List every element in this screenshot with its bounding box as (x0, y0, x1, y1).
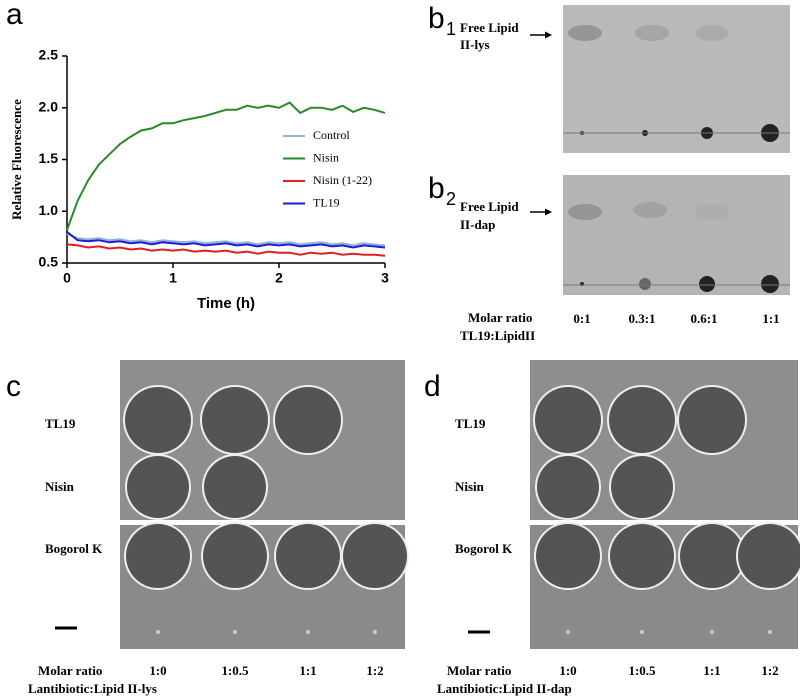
tlc-label: II-dap (460, 217, 495, 232)
spot (306, 630, 310, 634)
x-axis-label: Time (h) (197, 295, 255, 312)
x-tick-label: 0 (63, 270, 71, 286)
zone (680, 524, 744, 588)
series-line (66, 233, 386, 247)
row-label: Nisin (45, 479, 75, 494)
zone (204, 456, 266, 518)
y-tick-label: 2.0 (39, 98, 59, 114)
arrow-head (545, 31, 552, 39)
ratio-label: 1:2 (761, 663, 778, 678)
ratio-label: 1:0.5 (628, 663, 656, 678)
panel-label: c (6, 370, 21, 403)
y-tick-label: 2.5 (39, 47, 59, 63)
ratio-label: 0.3:1 (628, 311, 655, 326)
zone (126, 524, 190, 588)
zone (343, 524, 407, 588)
tlc-band (695, 25, 729, 41)
arrow-head (545, 208, 552, 216)
tlc-label: Free Lipid (460, 199, 519, 214)
y-tick-label: 1.0 (39, 202, 59, 218)
panel-label: d (424, 370, 441, 403)
zone (738, 524, 800, 588)
panel-label: b (428, 2, 445, 35)
row-label: TL19 (45, 416, 76, 431)
ratio-title: Lantibiotic:Lipid II-lys (28, 681, 157, 696)
ratio-label: 1:1 (762, 311, 779, 326)
ratio-title: TL19:LipidII (460, 328, 535, 343)
tlc-label: II-lys (460, 37, 490, 52)
zone (679, 387, 745, 453)
tlc-label: Free Lipid (460, 20, 519, 35)
legend-label: Control (313, 128, 350, 142)
row-label: Nisin (455, 479, 485, 494)
tlc-spot (639, 278, 651, 290)
x-tick-label: 1 (169, 270, 177, 286)
tlc-image (563, 175, 790, 295)
spot (710, 630, 714, 634)
panel-label-sub: 2 (446, 189, 456, 209)
panel-label: a (6, 0, 23, 31)
ratio-label: 1:0 (559, 663, 576, 678)
tlc-band (568, 25, 602, 41)
ratio-title: Molar ratio (447, 663, 511, 678)
x-tick-label: 2 (275, 270, 283, 286)
zone (127, 456, 189, 518)
legend-label: Nisin (1-22) (313, 173, 372, 187)
zone (203, 524, 267, 588)
row-label: TL19 (455, 416, 486, 431)
legend-label: Nisin (313, 150, 339, 164)
ratio-title: Molar ratio (38, 663, 102, 678)
series-line (66, 243, 386, 257)
zone (202, 387, 268, 453)
spot (156, 630, 160, 634)
zone (275, 387, 341, 453)
legend-label: TL19 (313, 195, 340, 209)
series-line (66, 101, 386, 231)
zone (611, 456, 673, 518)
spot (566, 630, 570, 634)
ratio-label: 1:0.5 (221, 663, 249, 678)
spot (373, 630, 377, 634)
spot (233, 630, 237, 634)
ratio-title: Lantibiotic:Lipid II-dap (437, 681, 572, 696)
zone (610, 524, 674, 588)
panel-label: b (428, 172, 445, 205)
y-axis-label: Relative Fluorescence (9, 99, 24, 220)
y-tick-label: 0.5 (39, 254, 59, 270)
ratio-label: 1:1 (299, 663, 316, 678)
tlc-band (633, 202, 667, 218)
tlc-band (568, 204, 602, 220)
ratio-label: 1:0 (149, 663, 166, 678)
row-label: Bogorol K (455, 541, 513, 556)
tlc-band (695, 204, 729, 220)
zone (609, 387, 675, 453)
ratio-label: 0.6:1 (690, 311, 717, 326)
spot (640, 630, 644, 634)
y-tick-label: 1.5 (39, 150, 59, 166)
series-line (66, 231, 386, 249)
zone (537, 456, 599, 518)
ratio-label: 1:2 (366, 663, 383, 678)
tlc-spot (761, 275, 779, 293)
zone (535, 387, 601, 453)
spot (768, 630, 772, 634)
zone (125, 387, 191, 453)
x-tick-label: 3 (381, 270, 389, 286)
tlc-spot (699, 276, 715, 292)
tlc-image (563, 5, 790, 153)
ratio-label: 0:1 (573, 311, 590, 326)
panel-label-sub: 1 (446, 19, 456, 39)
zone (276, 524, 340, 588)
zone (536, 524, 600, 588)
ratio-title: Molar ratio (468, 310, 532, 325)
tlc-band (635, 25, 669, 41)
ratio-label: 1:1 (703, 663, 720, 678)
row-label: Bogorol K (45, 541, 103, 556)
